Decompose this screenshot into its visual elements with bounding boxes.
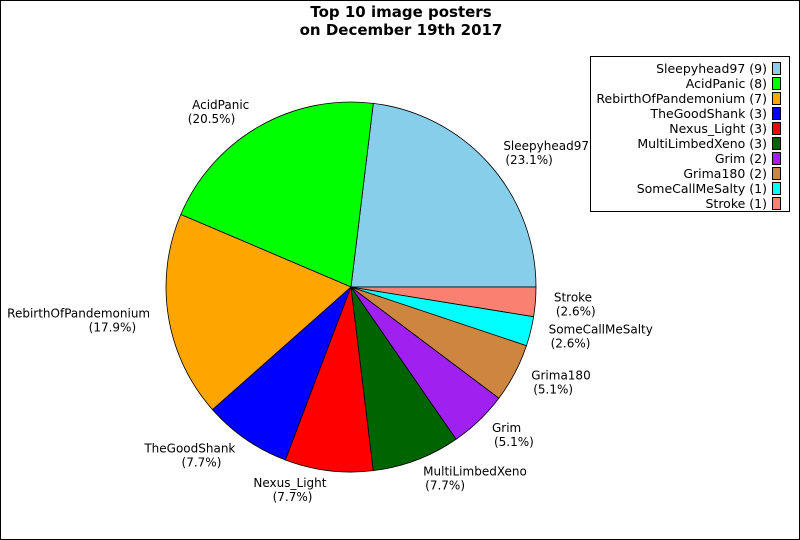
chart-title-line-2: on December 19th 2017 xyxy=(299,21,503,39)
slice-label-somecallmesalty: SomeCallMeSalty (2.6%) xyxy=(549,323,653,351)
legend-entry-stroke: Stroke (1) xyxy=(705,195,781,211)
slice-label-thegoodshank: TheGoodShank (7.7%) xyxy=(143,441,235,469)
chart-legend: Sleepyhead97 (9) AcidPanic (8) RebirthOfPa… xyxy=(590,56,790,212)
slice-label-sleepyhead97: Sleepyhead97 (23.1%) xyxy=(503,139,589,167)
legend-swatch xyxy=(772,151,781,165)
pie-slice-stroke xyxy=(350,286,537,318)
legend-label: AcidPanic (8) xyxy=(685,75,767,91)
legend-entry-sleepyhead97: Sleepyhead97 (9) xyxy=(656,60,781,76)
legend-label: Stroke (1) xyxy=(705,195,767,211)
legend-entry-thegoodshank: TheGoodShank (3) xyxy=(650,105,781,121)
legend-label: Grima180 (2) xyxy=(683,165,767,181)
legend-label: TheGoodShank (3) xyxy=(650,105,767,121)
legend-label: Sleepyhead97 (9) xyxy=(656,60,767,76)
pie-slice-sleepyhead97 xyxy=(350,102,537,288)
legend-label: SomeCallMeSalty (1) xyxy=(636,180,767,196)
chart-title: Top 10 image posters on December 19th 20… xyxy=(1,3,799,39)
slice-label-nexus-light: Nexus_Light (7.7%) xyxy=(253,476,326,504)
slice-label-acidpanic: AcidPanic (20.5%) xyxy=(188,98,249,126)
slice-label-multilimbedxeno: MultiLimbedXeno (7.7%) xyxy=(423,464,527,492)
pie-slice-acidpanic xyxy=(180,101,374,288)
legend-label: MultiLimbedXeno (3) xyxy=(637,135,767,151)
legend-label: Grim (2) xyxy=(714,150,767,166)
legend-label: Nexus_Light (3) xyxy=(669,120,767,136)
slice-label-grim: Grim (5.1%) xyxy=(492,421,534,449)
chart-title-line-1: Top 10 image posters xyxy=(310,3,492,21)
legend-entry-grim: Grim (2) xyxy=(715,150,781,166)
legend-swatch xyxy=(772,136,781,150)
legend-entry-multilimbedxeno: MultiLimbedXeno (3) xyxy=(637,135,781,151)
legend-swatch xyxy=(772,91,781,105)
legend-entry-nexus-light: Nexus_Light (3) xyxy=(669,120,781,136)
legend-entry-grima180: Grima180 (2) xyxy=(683,165,781,181)
legend-swatch xyxy=(772,61,781,75)
slice-label-grima180: Grima180 (5.1%) xyxy=(531,369,591,397)
pie-slice-rebirthofpandemonium xyxy=(165,213,352,411)
legend-swatch xyxy=(772,106,781,120)
slice-label-stroke: Stroke (2.6%) xyxy=(554,290,596,318)
legend-swatch xyxy=(772,121,781,135)
legend-entry-rebirthofpandemonium: RebirthOfPandemonium (7) xyxy=(596,90,781,106)
slice-label-rebirthofpandemonium: RebirthOfPandemonium (17.9%) xyxy=(7,307,150,335)
legend-swatch xyxy=(772,166,781,180)
legend-entry-somecallmesalty: SomeCallMeSalty (1) xyxy=(637,180,781,196)
legend-entry-acidpanic: AcidPanic (8) xyxy=(686,75,781,91)
legend-swatch xyxy=(772,76,781,90)
legend-swatch xyxy=(772,196,781,210)
legend-swatch xyxy=(772,181,781,195)
legend-label: RebirthOfPandemonium (7) xyxy=(596,90,767,106)
